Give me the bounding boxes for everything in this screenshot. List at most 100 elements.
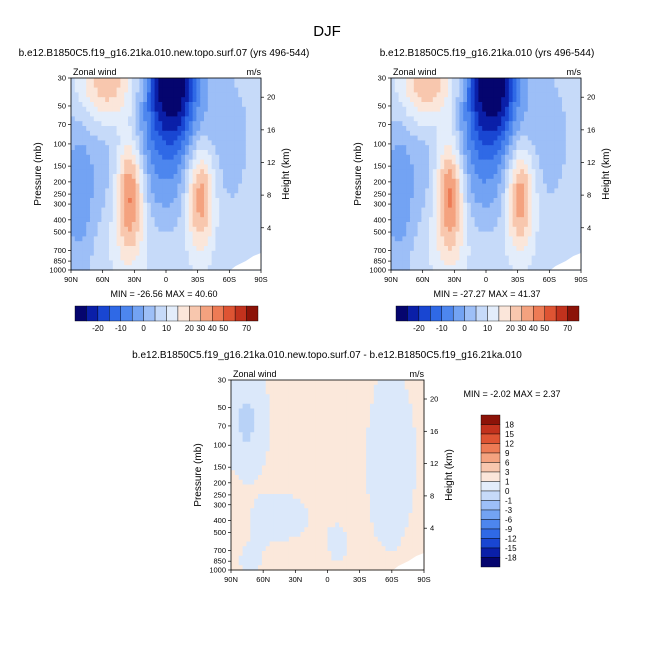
field-cell: [86, 88, 90, 93]
field-cell: [463, 217, 467, 222]
field-cell: [395, 97, 399, 102]
field-cell: [113, 92, 117, 97]
field-cell: [316, 409, 320, 414]
y2-tick-label: 16: [267, 125, 275, 134]
field-cell: [501, 222, 505, 227]
field-cell: [551, 208, 555, 213]
field-cell: [505, 116, 509, 121]
field-cell: [418, 155, 422, 160]
field-cell: [501, 102, 505, 107]
field-cell: [231, 169, 235, 174]
field-cell: [505, 260, 509, 265]
field-cell: [543, 208, 547, 213]
field-cell: [459, 97, 463, 102]
field-cell: [374, 380, 378, 385]
field-cell: [490, 116, 494, 121]
field-cell: [82, 227, 86, 232]
field-cell: [200, 102, 204, 107]
field-cell: [389, 413, 393, 418]
field-cell: [409, 442, 413, 447]
x-tick-label: 90S: [254, 275, 267, 284]
field-cell: [437, 174, 441, 179]
field-cell: [86, 107, 90, 112]
field-cell: [399, 174, 403, 179]
field-cell: [98, 188, 102, 193]
field-cell: [532, 198, 536, 203]
field-cell: [433, 236, 437, 241]
field-cell: [174, 121, 178, 126]
field-cell: [463, 227, 467, 232]
field-cell: [143, 251, 147, 256]
field-cell: [151, 88, 155, 93]
field-cell: [516, 232, 520, 237]
field-cell: [193, 227, 197, 232]
field-cell: [558, 136, 562, 141]
field-cell: [444, 251, 448, 256]
field-cell: [174, 155, 178, 160]
field-cell: [440, 160, 444, 165]
field-cell: [155, 184, 159, 189]
field-cell: [395, 169, 399, 174]
field-cell: [258, 437, 262, 442]
field-cell: [124, 232, 128, 237]
field-cell: [570, 174, 574, 179]
field-cell: [101, 107, 105, 112]
field-cell: [219, 174, 223, 179]
field-cell: [410, 83, 414, 88]
field-cell: [189, 140, 193, 145]
field-cell: [79, 107, 83, 112]
field-cell: [410, 107, 414, 112]
field-cell: [90, 140, 94, 145]
field-cell: [200, 212, 204, 217]
field-cell: [535, 169, 539, 174]
field-cell: [113, 112, 117, 117]
field-cell: [486, 155, 490, 160]
field-cell: [501, 246, 505, 251]
field-cell: [139, 232, 143, 237]
field-cell: [162, 222, 166, 227]
field-cell: [497, 83, 501, 88]
field-cell: [170, 145, 174, 150]
field-cell: [370, 432, 374, 437]
field-cell: [494, 198, 498, 203]
field-cell: [437, 83, 441, 88]
field-cell: [86, 198, 90, 203]
field-cell: [554, 227, 558, 232]
field-cell: [524, 227, 528, 232]
field-cell: [285, 404, 289, 409]
field-cell: [509, 236, 513, 241]
field-cell: [238, 236, 242, 241]
field-cell: [90, 208, 94, 213]
field-cell: [566, 116, 570, 121]
field-cell: [505, 188, 509, 193]
field-cell: [75, 251, 79, 256]
field-cell: [253, 97, 257, 102]
field-cell: [223, 112, 227, 117]
field-cell: [124, 112, 128, 117]
field-cell: [246, 131, 250, 136]
field-cell: [558, 217, 562, 222]
field-cell: [227, 184, 231, 189]
field-cell: [231, 442, 235, 447]
field-cell: [239, 390, 243, 395]
field-cell: [90, 203, 94, 208]
field-cell: [497, 150, 501, 155]
field-cell: [558, 121, 562, 126]
field-cell: [132, 212, 136, 217]
field-cell: [185, 241, 189, 246]
field-cell: [378, 418, 382, 423]
field-cell: [189, 83, 193, 88]
field-cell: [117, 212, 121, 217]
field-cell: [501, 260, 505, 265]
field-cell: [82, 102, 86, 107]
field-cell: [475, 83, 479, 88]
field-cell: [181, 256, 185, 261]
field-cell: [456, 92, 460, 97]
field-cell: [250, 404, 254, 409]
field-cell: [410, 88, 414, 93]
field-cell: [158, 83, 162, 88]
field-cell: [71, 107, 75, 112]
field-cell: [246, 198, 250, 203]
field-cell: [208, 241, 212, 246]
field-cell: [414, 251, 418, 256]
